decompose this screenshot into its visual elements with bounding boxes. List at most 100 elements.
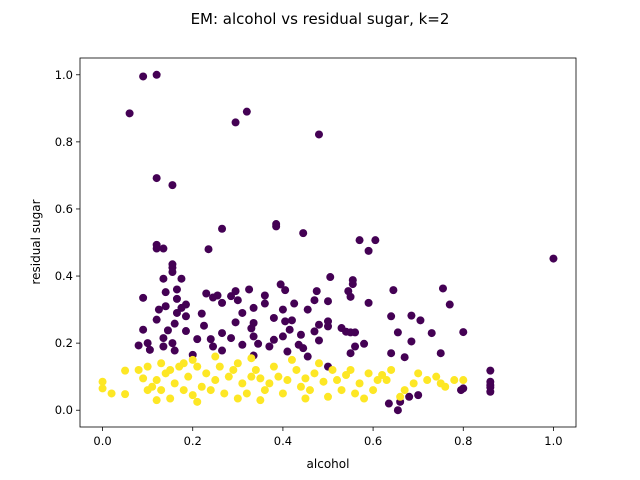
data-point-cluster-1 [184,372,193,381]
data-point-cluster-1 [211,376,220,385]
data-point-cluster-1 [121,390,130,399]
data-point-cluster-1 [423,376,432,385]
data-point-cluster-0 [346,349,355,358]
data-point-cluster-1 [441,382,450,391]
data-point-cluster-0 [206,335,215,344]
data-point-cluster-0 [125,109,134,118]
data-point-cluster-1 [387,365,396,374]
data-point-cluster-0 [459,384,468,393]
data-point-cluster-0 [170,319,179,328]
data-point-cluster-0 [181,327,190,336]
data-point-cluster-1 [202,369,211,378]
data-point-cluster-0 [231,118,240,127]
data-point-cluster-0 [407,311,416,320]
data-point-cluster-1 [233,359,242,368]
data-point-cluster-1 [256,396,265,405]
data-point-cluster-0 [193,335,202,344]
data-point-cluster-1 [351,389,360,398]
data-point-cluster-0 [384,399,393,408]
data-point-cluster-0 [299,344,308,353]
data-point-cluster-0 [170,346,179,355]
data-point-cluster-0 [269,335,278,344]
data-point-cluster-0 [139,72,148,81]
data-point-cluster-0 [436,349,445,358]
data-point-cluster-1 [157,359,166,368]
data-point-cluster-1 [107,389,116,398]
data-point-cluster-0 [202,289,211,298]
y-tick-label: 1.0 [55,68,73,82]
data-point-cluster-0 [310,327,319,336]
data-point-cluster-0 [168,181,177,190]
data-point-cluster-0 [269,313,278,322]
data-point-cluster-1 [220,389,229,398]
data-point-cluster-1 [301,374,310,383]
data-point-cluster-0 [260,291,269,300]
x-tick-label: 0.4 [274,434,292,448]
data-point-cluster-0 [445,300,454,309]
data-point-cluster-0 [312,287,321,296]
data-point-cluster-1 [179,359,188,368]
y-axis-label: residual sugar [29,199,43,284]
data-point-cluster-0 [393,406,402,415]
data-point-cluster-1 [134,365,143,374]
data-point-cluster-1 [319,377,328,386]
data-point-cluster-0 [152,70,161,79]
data-point-cluster-1 [256,374,265,383]
data-point-cluster-0 [278,332,287,341]
data-point-cluster-1 [337,386,346,395]
data-point-cluster-0 [290,299,299,308]
data-point-cluster-1 [369,386,378,395]
data-point-cluster-0 [218,298,227,307]
data-point-cluster-1 [166,365,175,374]
data-point-cluster-1 [170,379,179,388]
data-point-cluster-0 [486,387,495,396]
data-point-cluster-1 [152,396,161,405]
data-point-cluster-0 [172,308,181,317]
data-point-cluster-0 [285,325,294,334]
data-point-cluster-0 [278,305,287,314]
data-point-cluster-0 [393,328,402,337]
data-point-cluster-1 [459,376,468,385]
data-point-cluster-1 [188,355,197,364]
data-point-cluster-0 [172,285,181,294]
data-point-cluster-1 [197,382,206,391]
data-point-cluster-1 [188,391,197,400]
data-point-cluster-0 [231,318,240,327]
data-point-cluster-1 [229,365,238,374]
data-point-cluster-1 [274,372,283,381]
data-point-cluster-0 [249,303,258,312]
plot-frame [79,57,577,428]
data-point-cluster-1 [98,377,107,386]
data-point-cluster-0 [355,236,364,245]
x-tick-label: 0.0 [93,434,111,448]
data-point-cluster-0 [414,391,423,400]
data-point-cluster-1 [400,386,409,395]
data-point-cluster-1 [247,354,256,363]
data-point-cluster-0 [416,316,425,325]
data-point-cluster-0 [238,308,247,317]
data-point-cluster-0 [159,244,168,253]
data-point-cluster-0 [245,285,254,294]
data-point-cluster-0 [281,286,290,295]
data-point-cluster-0 [181,312,190,321]
data-point-cluster-0 [387,312,396,321]
data-point-cluster-0 [152,315,161,324]
data-point-cluster-0 [283,347,292,356]
data-point-cluster-0 [227,292,236,301]
data-point-cluster-1 [310,369,319,378]
data-point-cluster-1 [364,369,373,378]
data-point-cluster-1 [432,372,441,381]
data-point-cluster-0 [163,326,172,335]
data-point-cluster-0 [427,329,436,338]
data-point-cluster-0 [364,298,373,307]
x-tick-label: 0.6 [364,434,382,448]
data-point-cluster-1 [355,379,364,388]
data-point-cluster-1 [305,386,314,395]
data-point-cluster-0 [200,321,208,330]
data-point-cluster-0 [314,320,323,329]
x-axis-label: alcohol [307,457,350,471]
data-point-cluster-1 [166,394,175,403]
data-point-cluster-1 [269,362,278,371]
data-point-cluster-0 [459,328,468,337]
